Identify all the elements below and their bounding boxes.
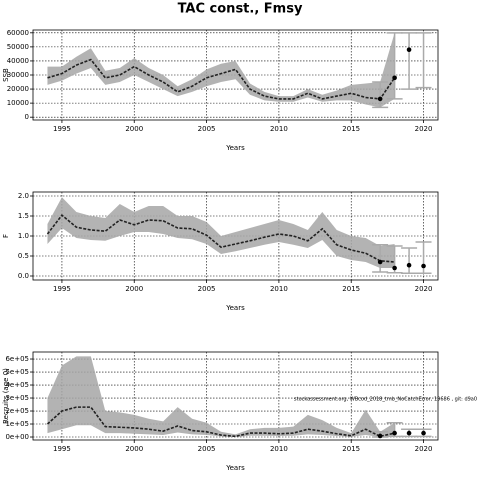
y-axis-label: Recruits (age 0) <box>2 368 10 424</box>
x-axis-label: Years <box>225 304 245 312</box>
chart-title: TAC const., Fmsy <box>178 2 303 17</box>
point <box>392 430 397 436</box>
x-tick-label: 2000 <box>125 285 143 293</box>
y-tick-label: 0 <box>25 113 29 121</box>
point <box>392 265 397 271</box>
x-tick-label: 1995 <box>53 125 71 133</box>
y-tick-label: 3e+05 <box>5 394 29 402</box>
x-tick-label: 2015 <box>342 285 360 293</box>
x-tick-label: 2015 <box>342 125 360 133</box>
x-tick-label: 2020 <box>415 445 433 453</box>
x-tick-label: 2010 <box>270 125 288 133</box>
y-tick-label: 6e+05 <box>5 355 29 363</box>
x-tick-label: 2000 <box>125 445 143 453</box>
confidence-band <box>47 356 395 438</box>
x-axis-label: Years <box>225 464 245 472</box>
x-tick-label: 2010 <box>270 285 288 293</box>
x-tick-label: 2015 <box>342 445 360 453</box>
y-axis-label: SSB <box>2 68 10 82</box>
x-tick-label: 2005 <box>198 125 216 133</box>
point <box>421 430 426 436</box>
y-tick-label: 1.5 <box>18 212 29 220</box>
point <box>377 433 383 439</box>
point <box>406 262 412 268</box>
confidence-band <box>47 32 395 108</box>
confidence-band <box>47 197 395 268</box>
y-tick-label: 20000 <box>7 85 29 93</box>
y-tick-label: 0e+00 <box>5 433 29 441</box>
y-tick-label: 5e+05 <box>5 368 29 376</box>
y-tick-label: 30000 <box>7 71 29 79</box>
point <box>377 259 383 265</box>
point <box>406 430 412 436</box>
x-tick-label: 1995 <box>53 445 71 453</box>
y-tick-label: 0.0 <box>18 272 29 280</box>
y-tick-label: 50000 <box>7 43 29 51</box>
annotation: stockassessment.org, WBcod_2018_tmb_NoCa… <box>294 397 477 403</box>
y-tick-label: 60000 <box>7 29 29 37</box>
y-tick-label: 10000 <box>7 99 29 107</box>
y-tick-label: 1e+05 <box>5 420 29 428</box>
x-tick-label: 2010 <box>270 445 288 453</box>
x-tick-label: 2020 <box>415 125 433 133</box>
x-tick-label: 1995 <box>53 285 71 293</box>
x-tick-label: 2000 <box>125 125 143 133</box>
y-tick-label: 4e+05 <box>5 381 29 389</box>
x-axis-label: Years <box>225 144 245 152</box>
point <box>392 75 397 81</box>
x-tick-label: 2005 <box>198 445 216 453</box>
y-tick-label: 2e+05 <box>5 407 29 415</box>
point <box>406 47 412 52</box>
point <box>421 263 426 269</box>
median-line <box>46 406 395 438</box>
y-tick-label: 2.0 <box>18 192 29 200</box>
median-line <box>46 214 395 263</box>
y-tick-label: 40000 <box>7 57 29 65</box>
y-tick-label: 1.0 <box>18 232 29 240</box>
x-tick-label: 2005 <box>198 285 216 293</box>
median-line <box>47 58 396 100</box>
y-axis-label: F <box>2 234 10 238</box>
point <box>377 96 383 102</box>
plot-frame <box>32 351 439 441</box>
x-tick-label: 2020 <box>415 285 433 293</box>
y-tick-label: 0.5 <box>18 252 29 260</box>
